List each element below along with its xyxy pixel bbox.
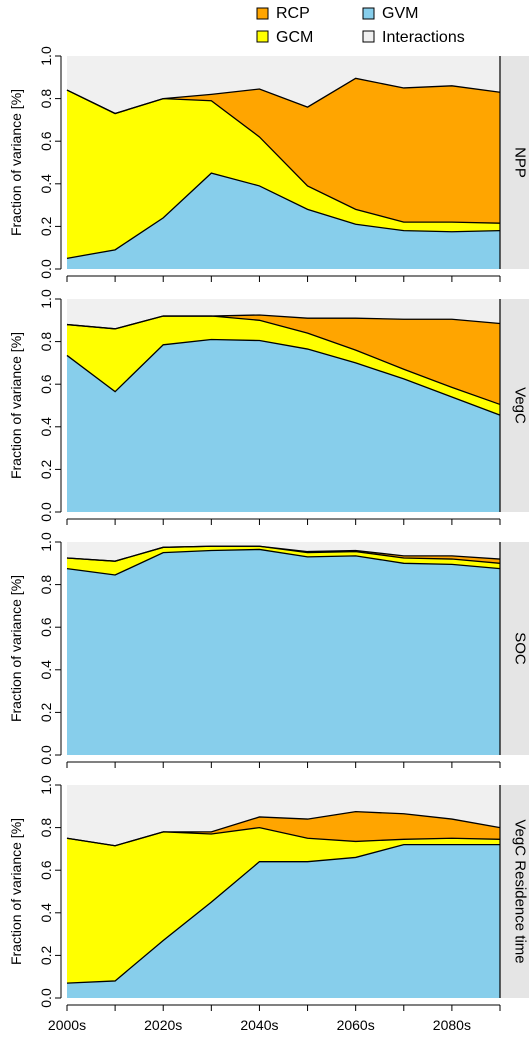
strip-background [500, 56, 529, 269]
y-tick-label: 0.4 [38, 903, 54, 923]
gvm-boundary-line [66, 843, 500, 984]
gvm-area [67, 549, 500, 755]
panel-vegc-residence-time: 0.0 0.2 0.4 0.6 0.8 1.0 Fraction of variance [… [8, 775, 529, 1011]
legend-label-rcp: RCP [276, 5, 310, 22]
gcm-boundary-line [66, 545, 501, 564]
y-tick-label: 0.8 [38, 818, 54, 838]
x-tick-label: 2060s [337, 1017, 375, 1033]
legend-label-gcm: GCM [276, 29, 313, 46]
y-axis-label: Fraction of variance [%] [8, 818, 24, 965]
legend-label-interactions: Interactions [382, 29, 465, 46]
panels: 0.0 0.2 0.4 0.6 0.8 1.0 Fraction of variance [… [8, 46, 529, 1011]
panel-soc: 0.0 0.2 0.4 0.6 0.8 1.0 Fraction of variance [… [8, 532, 529, 768]
panel-strip-label: VegC Residence time [512, 819, 529, 963]
y-axis-label: Fraction of variance [%] [8, 575, 24, 722]
y-tick-label: 0.4 [38, 174, 54, 194]
legend-swatch-rcp [256, 7, 269, 20]
y-tick-label: 0.0 [38, 502, 54, 522]
panel-strip-label: NPP [512, 147, 529, 178]
y-tick-label: 0.8 [38, 575, 54, 595]
y-tick-label: 0.6 [38, 860, 54, 880]
y-tick-label: 0.0 [38, 745, 54, 765]
x-tick-label: 2000s [48, 1017, 86, 1033]
legend-label-gvm: GVM [382, 5, 418, 22]
y-tick-label: 0.8 [38, 89, 54, 109]
gvm-area [67, 339, 500, 512]
y-tick-label: 1.0 [38, 289, 54, 309]
y-tick-label: 0.2 [38, 216, 54, 236]
y-tick-label: 0.6 [38, 374, 54, 394]
panel-npp: 0.0 0.2 0.4 0.6 0.8 1.0 Fraction of variance [… [8, 46, 529, 282]
y-tick-label: 0.8 [38, 332, 54, 352]
strip-background [500, 785, 529, 998]
gvm-boundary-line [66, 338, 501, 416]
gvm-boundary-line [66, 172, 501, 259]
x-tick-label: 2020s [144, 1017, 182, 1033]
y-tick-label: 1.0 [38, 532, 54, 552]
panel-strip-label: VegC [512, 387, 529, 424]
y-tick-label: 0.6 [38, 131, 54, 151]
gcm-boundary-line [66, 89, 501, 224]
y-tick-label: 0.6 [38, 617, 54, 637]
gcm-boundary-line [66, 826, 501, 847]
legend: RCP GVM GCM Interactions [256, 5, 465, 46]
y-tick-label: 0.2 [38, 702, 54, 722]
y-tick-label: 1.0 [38, 46, 54, 66]
gcm-boundary-line [66, 315, 501, 406]
y-tick-label: 0.2 [38, 459, 54, 479]
y-tick-label: 0.0 [38, 988, 54, 1008]
y-axis-label: Fraction of variance [%] [8, 332, 24, 479]
gvm-area [67, 173, 500, 269]
y-tick-label: 0.4 [38, 660, 54, 680]
y-axis-label: Fraction of variance [%] [8, 89, 24, 236]
legend-swatch-gvm [362, 7, 375, 20]
strip-background [500, 542, 529, 755]
legend-swatch-gcm [256, 30, 269, 43]
strip-background [500, 299, 529, 512]
legend-swatch-interactions [362, 30, 375, 43]
x-tick-label: 2080s [433, 1017, 471, 1033]
panel-vegc: 0.0 0.2 0.4 0.6 0.8 1.0 Fraction of variance [… [8, 289, 529, 525]
y-tick-label: 0.0 [38, 259, 54, 279]
x-tick-label: 2040s [240, 1017, 278, 1033]
y-tick-label: 0.4 [38, 417, 54, 437]
y-tick-label: 0.2 [38, 945, 54, 965]
gvm-area [67, 844, 500, 998]
y-tick-label: 1.0 [38, 775, 54, 795]
panel-strip-label: SOC [512, 632, 529, 665]
x-axis: 2000s 2020s 2040s 2060s 2080s [48, 1017, 471, 1033]
gvm-boundary-line [66, 548, 501, 576]
